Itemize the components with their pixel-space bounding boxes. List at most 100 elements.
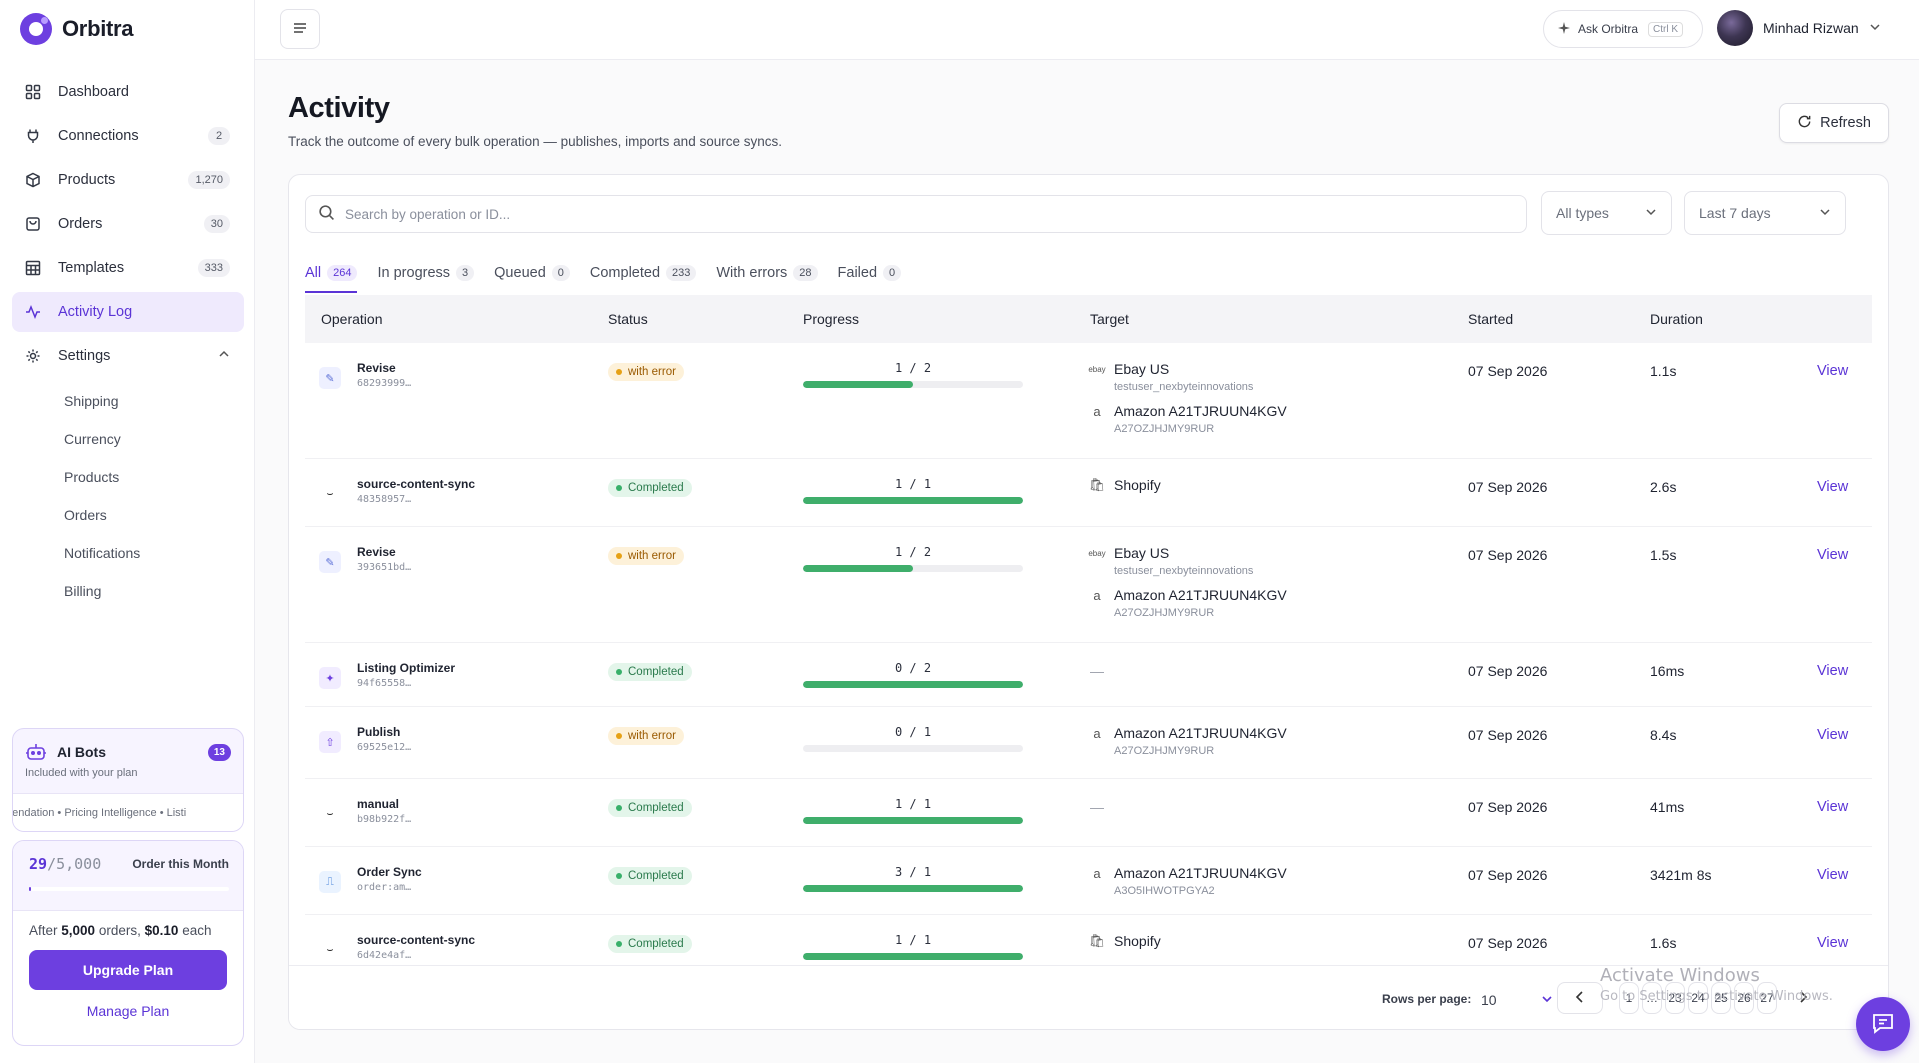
tab-failed[interactable]: Failed 0 [838,259,902,293]
target-item: a Amazon A21TJRUUN4KGV [1090,725,1287,741]
tab-with-errors[interactable]: With errors 28 [716,259,818,293]
prev-page-button[interactable] [1557,982,1603,1014]
user-menu[interactable]: Minhad Rizwan [1717,10,1881,46]
search-input[interactable] [345,206,1526,222]
topbar: Ask Orbitra Ctrl K Minhad Rizwan [255,0,1919,60]
next-page-button[interactable] [1780,982,1826,1014]
page-button[interactable]: 1 [1619,982,1639,1014]
header-progress[interactable]: Progress [803,311,860,327]
duration: 2.6s [1650,479,1677,495]
target-account: A27OZJHJMY9RUR [1114,423,1215,435]
operation-id: 69525e12… [357,742,412,753]
operation-type-icon: ✎ [319,551,341,573]
header-started[interactable]: Started [1468,311,1514,327]
view-link[interactable]: View [1817,727,1849,743]
sidebar-item-activity-log[interactable]: Activity Log [12,292,244,332]
target-item: ebay Ebay US [1088,545,1287,561]
user-name: Minhad Rizwan [1763,20,1859,36]
page-button[interactable]: 24 [1688,982,1708,1014]
header-operation[interactable]: Operation [321,311,383,327]
tab-all[interactable]: All 264 [305,259,358,293]
page-button[interactable]: 25 [1711,982,1731,1014]
target-list: 🛍 Shopify [1088,477,1161,503]
sidebar-item-settings[interactable]: Settings [12,336,244,376]
count-badge: 1,270 [188,171,230,189]
view-link[interactable]: View [1817,799,1849,815]
ask-orbitra-button[interactable]: Ask Orbitra Ctrl K [1543,10,1703,48]
started-date: 07 Sep 2026 [1468,547,1548,563]
status-dot [616,805,622,811]
progress-bar-fill [803,885,1023,892]
chat-button[interactable] [1856,997,1910,1051]
table-row[interactable]: ⎍ Order Sync order:am… Completed 3 / 1 a Amazo… [305,847,1872,915]
tab-label: Completed [589,265,661,281]
table-icon [24,259,42,277]
started-date: 07 Sep 2026 [1468,663,1548,679]
tab-completed[interactable]: Completed 233 [589,259,697,293]
tab-in-progress[interactable]: In progress 3 [377,259,475,293]
view-link[interactable]: View [1817,935,1849,951]
orbitra-logo-icon [20,13,52,45]
page-button[interactable]: 27 [1757,982,1777,1014]
tab-count: 0 [551,265,570,281]
settings-subnav: Shipping Currency Products Orders Notifi… [12,382,244,610]
table-row[interactable]: ✎ Revise 393651bd… with error 1 / 2 ebay Ebay … [305,527,1872,643]
table-row[interactable]: ⌣ manual b98b922f… Completed 1 / 1 — 07 Sep 20… [305,779,1872,847]
sparkle-icon [1558,21,1570,37]
header-status[interactable]: Status [608,311,648,327]
settings-item-notifications[interactable]: Notifications [64,545,141,561]
table-row[interactable]: ✎ Revise 68293999… with error 1 / 2 ebay Ebay … [305,343,1872,459]
operation-name: Revise [357,361,396,375]
view-link[interactable]: View [1817,547,1849,563]
target-empty: — [1090,799,1104,815]
target-name: Amazon A21TJRUUN4KGV [1114,725,1287,741]
count-badge: 333 [197,259,230,277]
sidebar-item-connections[interactable]: Connections 2 [12,116,244,156]
tab-count: 264 [327,265,358,281]
sidebar-item-dashboard[interactable]: Dashboard [12,72,244,112]
search-field[interactable] [305,195,1527,233]
bag-icon [24,215,42,233]
status-label: Completed [628,938,684,950]
view-link[interactable]: View [1817,363,1849,379]
menu-toggle-button[interactable] [280,9,320,49]
date-range-select[interactable]: Last 7 days [1684,191,1846,235]
settings-item-billing[interactable]: Billing [64,583,102,599]
header-duration[interactable]: Duration [1650,311,1703,327]
status-dot [616,369,622,375]
order-usage-bar-fill [29,887,31,891]
brand[interactable]: Orbitra [20,13,134,45]
view-link[interactable]: View [1817,867,1849,883]
page-button[interactable]: 23 [1665,982,1685,1014]
chevron-down-icon [1645,205,1657,221]
settings-item-orders[interactable]: Orders [64,507,107,523]
table-row[interactable]: ⇧ Publish 69525e12… with error 0 / 1 a Amazon … [305,707,1872,779]
settings-item-currency[interactable]: Currency [64,431,121,447]
progress-bar [803,381,1023,388]
settings-item-products[interactable]: Products [64,469,120,485]
sidebar-item-orders[interactable]: Orders 30 [12,204,244,244]
rows-per-page-select[interactable]: 10 [1481,988,1553,1012]
page-title: Activity [288,92,390,124]
operation-id: 94f65558… [357,678,412,689]
page-button[interactable]: 26 [1734,982,1754,1014]
header-target[interactable]: Target [1090,311,1129,327]
refresh-button[interactable]: Refresh [1779,103,1889,143]
upgrade-plan-button[interactable]: Upgrade Plan [29,950,227,990]
table-row[interactable]: ⌣ source-content-sync 48358957… Completed 1 … [305,459,1872,527]
settings-item-shipping[interactable]: Shipping [64,393,119,409]
type-filter-select[interactable]: All types [1541,191,1672,235]
progress-text: 3 / 1 [894,865,932,879]
ai-bots-card[interactable]: AI Bots 13 Included with your plan menda… [12,728,244,832]
shopify-icon: 🛍 [1088,477,1106,492]
manage-plan-link[interactable]: Manage Plan [86,1003,170,1019]
target-name: Amazon A21TJRUUN4KGV [1114,403,1287,419]
view-link[interactable]: View [1817,479,1849,495]
view-link[interactable]: View [1817,663,1849,679]
sidebar-item-products[interactable]: Products 1,270 [12,160,244,200]
avatar [1717,10,1753,46]
tab-queued[interactable]: Queued 0 [494,259,570,293]
sidebar-item-templates[interactable]: Templates 333 [12,248,244,288]
status-label: Completed [628,870,684,882]
table-row[interactable]: ✦ Listing Optimizer 94f65558… Completed 0 / … [305,643,1872,707]
